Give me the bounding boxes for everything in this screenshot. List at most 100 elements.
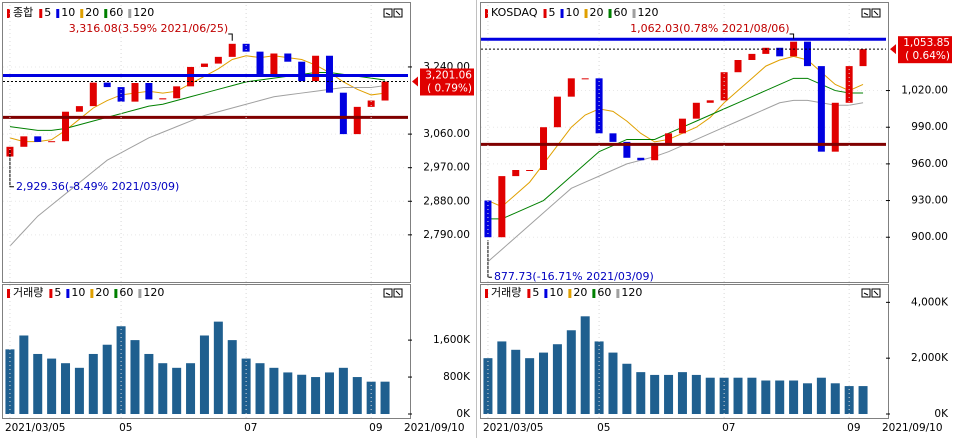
candle	[567, 78, 575, 97]
window-button-icon	[873, 10, 879, 16]
y-tick-label: 990.00	[911, 121, 948, 133]
x-tick-label: 05	[119, 422, 132, 434]
candle	[651, 145, 659, 161]
window-button[interactable]	[861, 288, 871, 298]
volume-bar	[144, 353, 154, 414]
legend-label: 10	[549, 286, 563, 299]
volume-bar	[566, 330, 576, 414]
window-button-icon	[863, 292, 869, 296]
volume-bar	[352, 377, 362, 414]
volume-bar	[283, 372, 293, 414]
volume-bar	[789, 380, 799, 414]
low-annotation: 877.73(-16.71% 2021/03/09)	[494, 270, 654, 283]
legend-swatch	[39, 9, 43, 18]
legend-label: 120	[621, 286, 642, 299]
volume-bar	[88, 353, 98, 414]
panel-title: 종합	[13, 6, 33, 19]
candle	[609, 133, 617, 142]
candle	[526, 170, 534, 171]
volume-bar	[622, 363, 632, 414]
legend-label: 5	[44, 6, 51, 19]
panel-title: 거래량	[491, 286, 521, 299]
candle	[776, 47, 784, 57]
candle	[665, 133, 673, 146]
candle	[623, 141, 631, 158]
volume-frame	[2, 284, 411, 419]
title-marker	[7, 9, 10, 18]
candle	[200, 63, 208, 67]
high-arrow	[228, 33, 233, 41]
candle	[581, 78, 589, 80]
x-end-label: 2021/09/10	[404, 422, 465, 434]
legend-swatch	[527, 289, 531, 298]
volume-bar	[158, 363, 168, 414]
candle	[706, 100, 714, 103]
x-tick-label: 2021/03/05	[483, 422, 544, 434]
volume-bar	[802, 383, 812, 414]
moving-average	[9, 55, 386, 143]
legend-label: 20	[85, 6, 99, 19]
volume-bar	[761, 380, 771, 414]
moving-average	[487, 55, 864, 208]
volume-bar	[186, 363, 196, 414]
x-tick-label: 07	[244, 422, 257, 434]
legend-label: 5	[532, 286, 539, 299]
legend-swatch	[56, 9, 60, 18]
y-tick-label: 960.00	[911, 158, 948, 170]
legend-label: 60	[109, 6, 123, 19]
volume-bar	[255, 363, 265, 414]
window-button-icon	[385, 12, 391, 16]
price-frame	[2, 2, 411, 283]
legend-label: 60	[119, 286, 133, 299]
price-arrow	[890, 44, 896, 55]
x-end-label: 2021/09/10	[882, 422, 943, 434]
window-button[interactable]	[861, 8, 871, 18]
legend-label: 60	[597, 286, 611, 299]
volume-bar	[61, 363, 71, 414]
x-tick-label: 05	[597, 422, 610, 434]
volume-bar	[511, 349, 521, 414]
volume-bar	[102, 344, 112, 414]
legend-swatch	[138, 289, 142, 298]
legend-swatch	[104, 9, 108, 18]
legend-swatch	[66, 289, 70, 298]
price-tag	[420, 68, 474, 96]
candle	[339, 92, 347, 135]
candle	[75, 106, 83, 112]
legend-swatch	[90, 289, 94, 298]
candle	[734, 60, 742, 73]
candle	[831, 102, 839, 152]
title-marker	[485, 9, 488, 18]
legend-label: 120	[638, 6, 659, 19]
candle	[381, 81, 389, 101]
candle	[284, 53, 292, 62]
y-tick-label: 3,060.00	[423, 128, 470, 140]
candle	[256, 51, 264, 76]
price-frame	[480, 2, 889, 283]
legend-swatch	[80, 9, 84, 18]
window-button-icon	[395, 290, 401, 296]
volume-bar	[539, 352, 549, 414]
volume-bar	[608, 352, 618, 414]
volume-bar	[705, 377, 715, 414]
high-annotation: 1,062.03(0.78% 2021/08/06)	[630, 22, 789, 35]
frames	[2, 0, 889, 438]
window-button-icon	[863, 12, 869, 16]
legend-swatch	[632, 9, 636, 18]
volume-bar	[74, 367, 84, 414]
volume-bar	[47, 358, 57, 414]
candle	[270, 53, 278, 76]
price-arrow	[412, 76, 418, 87]
candle	[214, 56, 222, 64]
volume-bar	[297, 374, 307, 414]
window-button[interactable]	[383, 8, 393, 18]
y-tick-label: 930.00	[911, 195, 948, 207]
volume-bar	[664, 374, 674, 414]
volume-bar	[199, 335, 209, 414]
title-marker	[485, 289, 488, 298]
legend-label: 10	[566, 6, 580, 19]
volume-bar	[830, 383, 840, 414]
window-button[interactable]	[383, 288, 393, 298]
volume-bar	[525, 358, 535, 414]
